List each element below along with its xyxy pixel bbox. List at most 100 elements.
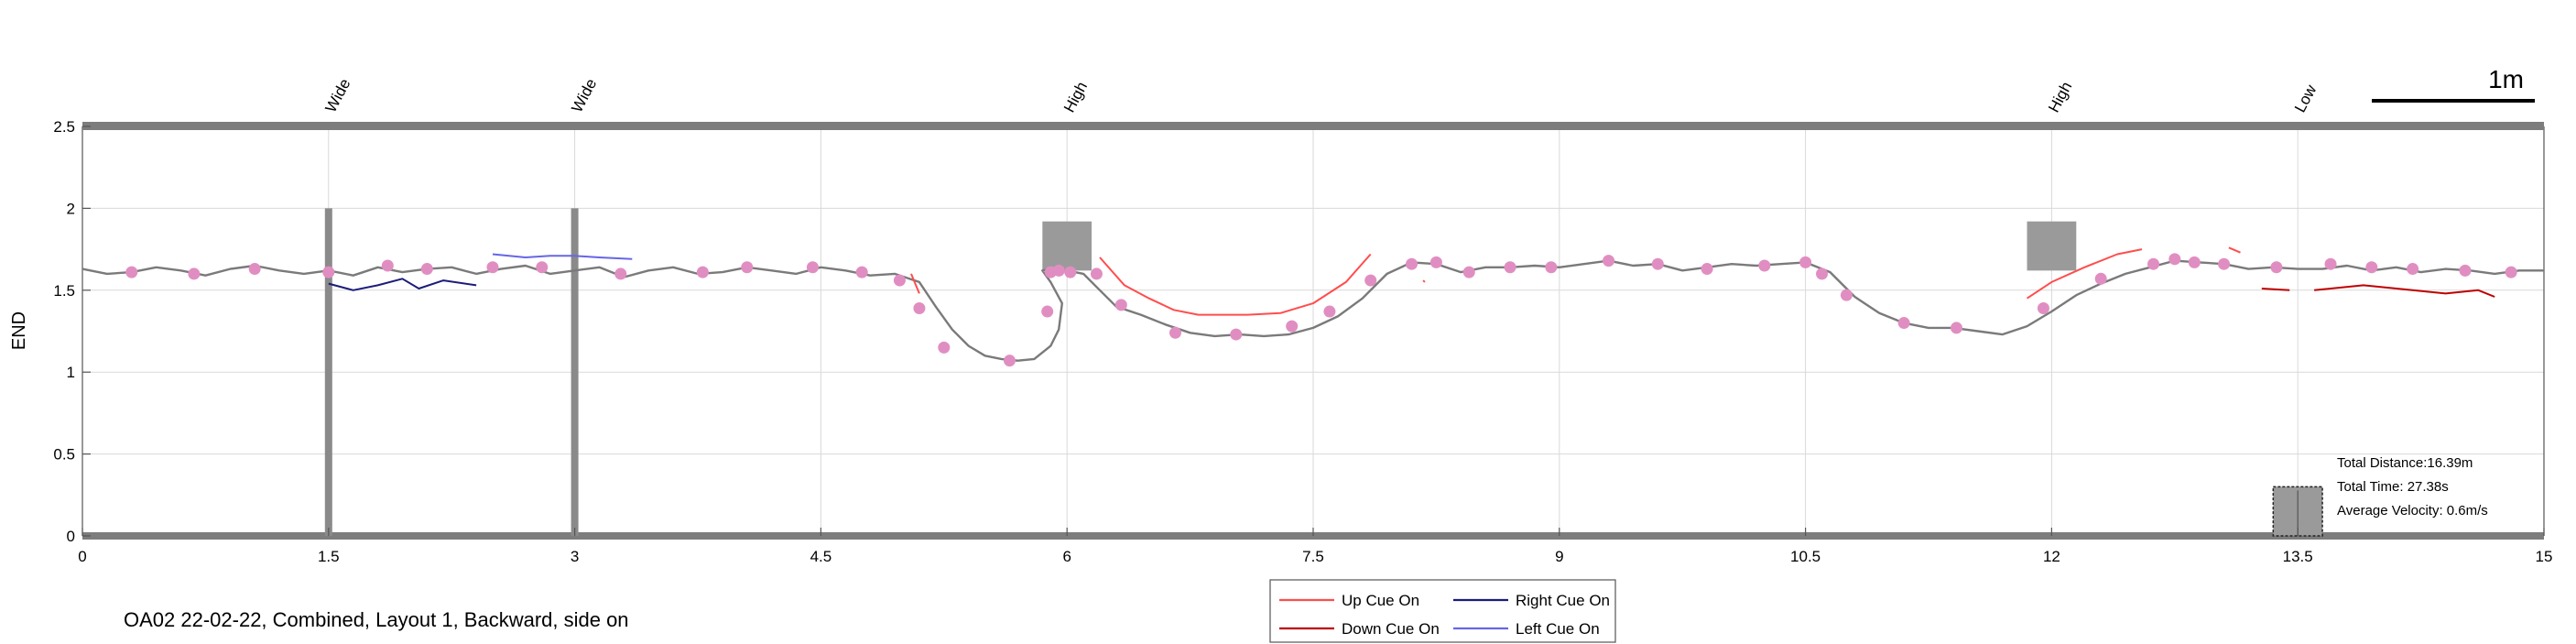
cue-segment (1422, 279, 1426, 283)
data-point (248, 263, 261, 276)
legend-box (1269, 579, 1616, 643)
stats-panel: Total Distance:16.39m Total Time: 27.38s A… (2337, 455, 2488, 518)
data-point (2188, 256, 2201, 268)
trajectory-line (82, 259, 2544, 362)
obstacle-box (1042, 221, 1092, 271)
data-point (741, 261, 754, 274)
data-point (893, 274, 906, 287)
y-tick-label: 0.5 (53, 446, 75, 464)
data-point (1052, 264, 1065, 277)
cue-segment (492, 253, 633, 260)
data-point (1545, 261, 1558, 274)
data-point (1230, 328, 1243, 341)
x-tick-label: 6 (1062, 548, 1071, 565)
legend-label: Right Cue On (1516, 592, 1610, 609)
obstacle-label: High (1060, 79, 1091, 115)
obstacle-labels: Wide Wide High High Low (322, 76, 2321, 115)
data-point (188, 267, 201, 280)
x-tick-label: 3 (571, 548, 579, 565)
data-point (806, 261, 819, 274)
data-point (1364, 274, 1377, 287)
stats-line: Average Velocity: 0.6m/s (2337, 503, 2488, 518)
obstacle-label: High (2045, 79, 2075, 115)
trajectory (82, 259, 2544, 362)
data-point (420, 263, 433, 276)
obstacle-label: Low (2291, 82, 2321, 115)
data-point (1168, 326, 1181, 339)
data-point (322, 266, 335, 278)
y-tick-label: 1 (67, 364, 75, 381)
x-tick-label: 7.5 (1302, 548, 1324, 565)
y-tick-label: 0 (67, 528, 75, 545)
x-tick-label: 13.5 (2283, 548, 2313, 565)
data-point (1701, 263, 1713, 276)
data-point (1090, 267, 1103, 280)
data-point (2094, 272, 2107, 285)
y-tick-label: 2.5 (53, 118, 75, 136)
data-point (2168, 253, 2181, 266)
data-point (2218, 257, 2231, 270)
cue-segment (2228, 246, 2241, 254)
cue-segments (328, 246, 2495, 316)
data-point (2505, 266, 2517, 278)
data-point (1758, 259, 1771, 272)
stats-line: Total Time: 27.38s (2337, 479, 2449, 495)
data-point (1950, 322, 1962, 334)
data-point (2365, 261, 2378, 274)
scale-bar: 1m (2372, 65, 2535, 103)
stats-line: Total Distance:16.39m (2337, 455, 2473, 471)
data-point (1286, 320, 1299, 333)
legend-label: Left Cue On (1516, 620, 1600, 638)
caption: OA02 22-02-22, Combined, Layout 1, Backw… (124, 608, 629, 631)
data-point (381, 259, 394, 272)
data-point (2407, 263, 2419, 276)
data-point (1897, 317, 1910, 330)
legend-label: Up Cue On (1342, 592, 1419, 609)
data-point (938, 341, 951, 354)
obstacle-pole (324, 208, 332, 536)
x-tick-label: 10.5 (1790, 548, 1821, 565)
data-point (1041, 305, 1054, 318)
legend: Up Cue On Right Cue On Down Cue On Left Cue… (1269, 579, 1616, 643)
cue-segment (328, 278, 477, 291)
data-point (2270, 261, 2283, 274)
data-point (855, 266, 868, 278)
scale-bar-label: 1m (2488, 65, 2524, 93)
obstacle-label: Wide (568, 76, 600, 115)
cue-segment (2261, 288, 2290, 291)
data-point (2147, 257, 2160, 270)
x-tick-label: 9 (1555, 548, 1563, 565)
data-point (125, 266, 138, 278)
top-boundary-bar (82, 122, 2544, 130)
cue-segment (2314, 284, 2495, 298)
data-point (2324, 257, 2337, 270)
legend-label: Down Cue On (1342, 620, 1440, 638)
data-point (1003, 355, 1016, 367)
data-point (1840, 289, 1853, 301)
data-point (1406, 257, 1418, 270)
data-point (536, 261, 549, 274)
data-point (696, 266, 709, 278)
cue-segment (2026, 248, 2143, 300)
obstacle-pole (571, 208, 579, 536)
data-point (1064, 266, 1077, 278)
data-point (1816, 267, 1829, 280)
x-tick-label: 12 (2043, 548, 2060, 565)
data-point (1799, 256, 1812, 268)
x-tick-label: 1.5 (318, 548, 340, 565)
data-point (2037, 301, 2049, 314)
x-tick-label: 4.5 (810, 548, 832, 565)
x-ticks: 0 1.5 3 4.5 6 7.5 9 10.5 12 13.5 15 (78, 528, 2552, 565)
markers (125, 253, 2517, 367)
obstacle-label: Wide (322, 76, 354, 115)
x-tick-label: 0 (78, 548, 86, 565)
cue-segment (910, 273, 920, 294)
y-ticks: 0 0.5 1 1.5 2 2.5 (53, 118, 91, 545)
y-tick-label: 2 (67, 200, 75, 217)
y-tick-label: 1.5 (53, 282, 75, 300)
data-point (1323, 305, 1336, 318)
data-point (1504, 261, 1516, 274)
data-point (913, 301, 926, 314)
data-point (2459, 264, 2472, 277)
